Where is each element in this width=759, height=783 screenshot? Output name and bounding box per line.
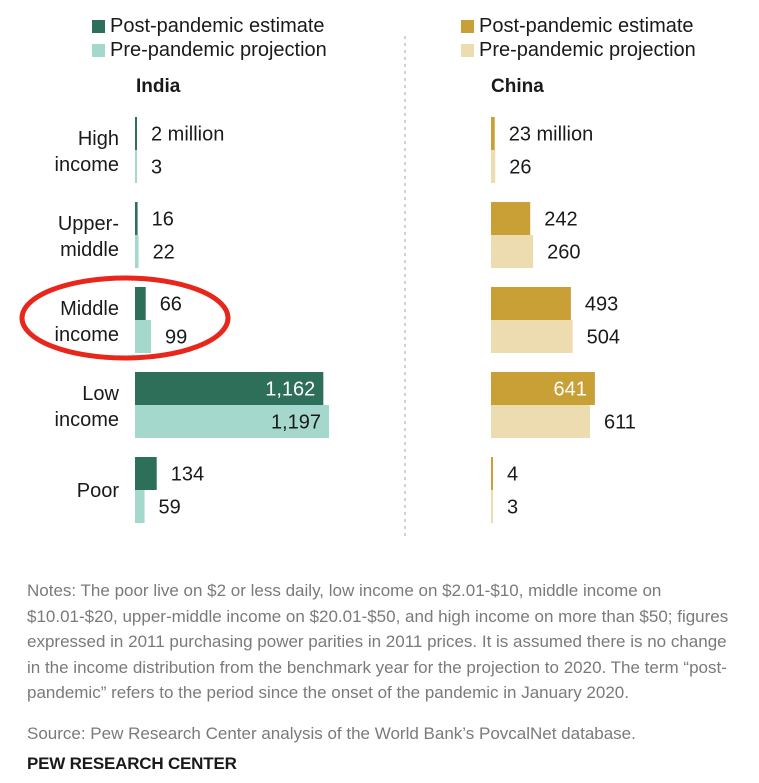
legend-swatch-1-0 xyxy=(461,20,474,33)
bar-0-3-1 xyxy=(135,405,329,438)
value-label-1-2-0: 493 xyxy=(585,294,618,316)
value-label-0-3-1: 1,197 xyxy=(271,412,321,434)
value-label-1-0-0: 23 million xyxy=(509,124,593,146)
bar-0-2-0 xyxy=(135,287,146,320)
value-label-0-1-1: 22 xyxy=(153,242,175,264)
legend-label-1-0: Post-pandemic estimate xyxy=(479,15,694,37)
bar-0-4-0 xyxy=(135,457,157,490)
value-label-0-0-1: 3 xyxy=(151,157,162,179)
bar-1-4-0 xyxy=(491,457,493,490)
value-label-0-3-0: 1,162 xyxy=(265,379,315,401)
highlight-circle xyxy=(19,275,231,361)
bar-1-2-1 xyxy=(491,320,573,353)
value-label-1-2-1: 504 xyxy=(587,327,620,349)
bar-1-0-1 xyxy=(491,150,496,183)
value-label-1-1-1: 260 xyxy=(547,242,580,264)
value-label-1-3-1: 611 xyxy=(604,412,636,434)
bar-1-4-1 xyxy=(491,490,493,523)
bar-0-4-1 xyxy=(135,490,145,523)
value-label-1-0-1: 26 xyxy=(509,157,531,179)
legend-swatch-0-0 xyxy=(92,20,105,33)
bar-0-0-1 xyxy=(135,150,137,183)
legend-swatch-1-1 xyxy=(461,44,474,57)
bar-0-2-1 xyxy=(135,320,152,353)
legend-label-0-0: Post-pandemic estimate xyxy=(110,15,325,37)
category-label-3-line2: income xyxy=(55,409,119,431)
bar-1-3-1 xyxy=(491,405,591,438)
value-label-1-4-0: 4 xyxy=(507,464,518,486)
bar-1-1-1 xyxy=(491,235,534,268)
category-label-3-line1: Low xyxy=(82,383,119,405)
bar-1-0-0 xyxy=(491,117,495,150)
notes-text: Notes: The poor live on $2 or less daily… xyxy=(27,581,729,702)
bar-1-3-0 xyxy=(491,372,595,405)
value-label-0-1-0: 16 xyxy=(152,209,174,231)
panel-title-1: China xyxy=(491,76,544,97)
value-label-1-1-0: 242 xyxy=(544,209,577,231)
bar-0-3-0 xyxy=(135,372,324,405)
legend-swatch-0-1 xyxy=(92,44,105,57)
bar-1-1-0 xyxy=(491,202,531,235)
chart-source: Source: Pew Research Center analysis of … xyxy=(27,724,636,743)
category-label-2-line2: income xyxy=(55,324,119,346)
value-label-0-2-0: 66 xyxy=(160,294,182,316)
value-label-1-4-1: 3 xyxy=(507,497,518,519)
value-label-0-0-0: 2 million xyxy=(151,124,224,146)
category-label-2-line1: Middle xyxy=(60,298,119,320)
panel-title-0: India xyxy=(136,76,181,97)
value-label-0-4-1: 59 xyxy=(159,497,181,519)
chart-notes: Notes: The poor live on $2 or less daily… xyxy=(27,578,742,706)
category-label-0-line1: High xyxy=(78,128,119,150)
bar-0-1-1 xyxy=(135,235,139,268)
category-label-1-line2: middle xyxy=(60,239,119,261)
bar-0-0-0 xyxy=(135,117,137,150)
value-label-1-3-0: 641 xyxy=(554,379,587,401)
value-label-0-4-0: 134 xyxy=(171,464,204,486)
legend-label-1-1: Pre-pandemic projection xyxy=(479,39,696,61)
brand-name: PEW RESEARCH CENTER xyxy=(27,754,237,773)
legend-label-0-1: Pre-pandemic projection xyxy=(110,39,327,61)
category-label-0-line2: income xyxy=(55,154,119,176)
bar-0-1-0 xyxy=(135,202,138,235)
value-label-0-2-1: 99 xyxy=(165,327,187,349)
category-label-4: Poor xyxy=(77,480,120,502)
category-label-1-line1: Upper- xyxy=(58,213,119,235)
bar-1-2-0 xyxy=(491,287,571,320)
